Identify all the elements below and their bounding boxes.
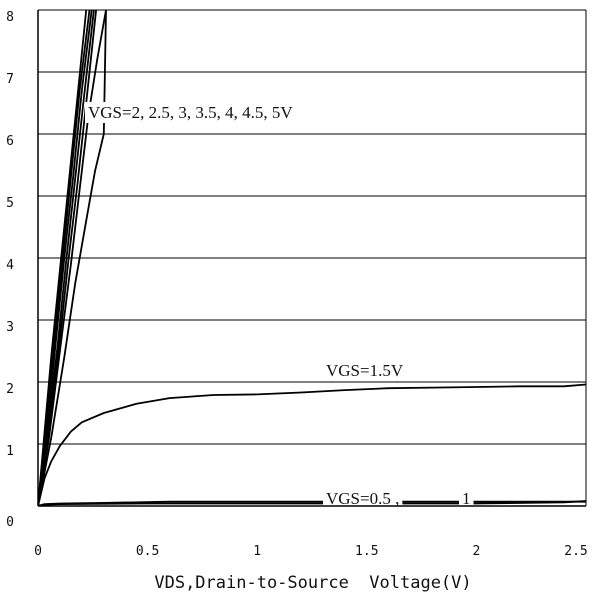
y-tick-label: 6 (6, 134, 14, 149)
x-tick-label: 2.5 (564, 544, 587, 559)
y-tick-label: 3 (6, 320, 14, 335)
annotation-background (323, 360, 407, 381)
y-tick-label: 1 (6, 444, 14, 459)
y-tick-label: 8 (6, 10, 14, 25)
x-tick-label: 0.5 (136, 544, 159, 559)
x-tick-label: 2 (472, 544, 480, 559)
annotation-vgs-high: VGS=2, 2.5, 3, 3.5, 4, 4.5, 5V (88, 103, 293, 122)
series-line-2 (38, 10, 91, 506)
series-line-4 (38, 10, 95, 506)
axes (37, 9, 587, 507)
series-line-7 (38, 10, 107, 506)
annotation-vgs-1: 1 (462, 489, 471, 508)
x-tick-label: 1 (253, 544, 261, 559)
series-line-8 (38, 383, 586, 506)
series-line-6 (38, 10, 107, 506)
annotation-vgs-1-5: VGS=1.5V (326, 361, 404, 380)
x-tick-label: 0 (34, 544, 42, 559)
y-tick-label: 7 (6, 72, 14, 87)
tick-labels: 0 1 2 3 4 5 6 7 8 0 0.5 1 1.5 2 2.5 (6, 10, 588, 559)
annotation-backgrounds (85, 102, 474, 509)
y-tick-label: 0 (6, 515, 14, 530)
annotation-background (459, 488, 474, 509)
y-tick-label: 5 (6, 196, 14, 211)
series-line-10 (38, 500, 586, 506)
annotations: VGS=2, 2.5, 3, 3.5, 4, 4.5, 5V VGS=1.5V … (88, 103, 471, 508)
y-tick-label: 4 (6, 258, 14, 273)
annotation-background (85, 102, 297, 123)
x-axis-label: VDS,Drain-to-Source Voltage(V) (154, 573, 471, 593)
x-tick-label: 1.5 (355, 544, 378, 559)
y-tick-label: 2 (6, 382, 14, 397)
annotation-background (323, 488, 403, 509)
annotation-vgs-0-5: VGS=0.5 , (326, 489, 399, 508)
grid-lines (38, 9, 586, 445)
